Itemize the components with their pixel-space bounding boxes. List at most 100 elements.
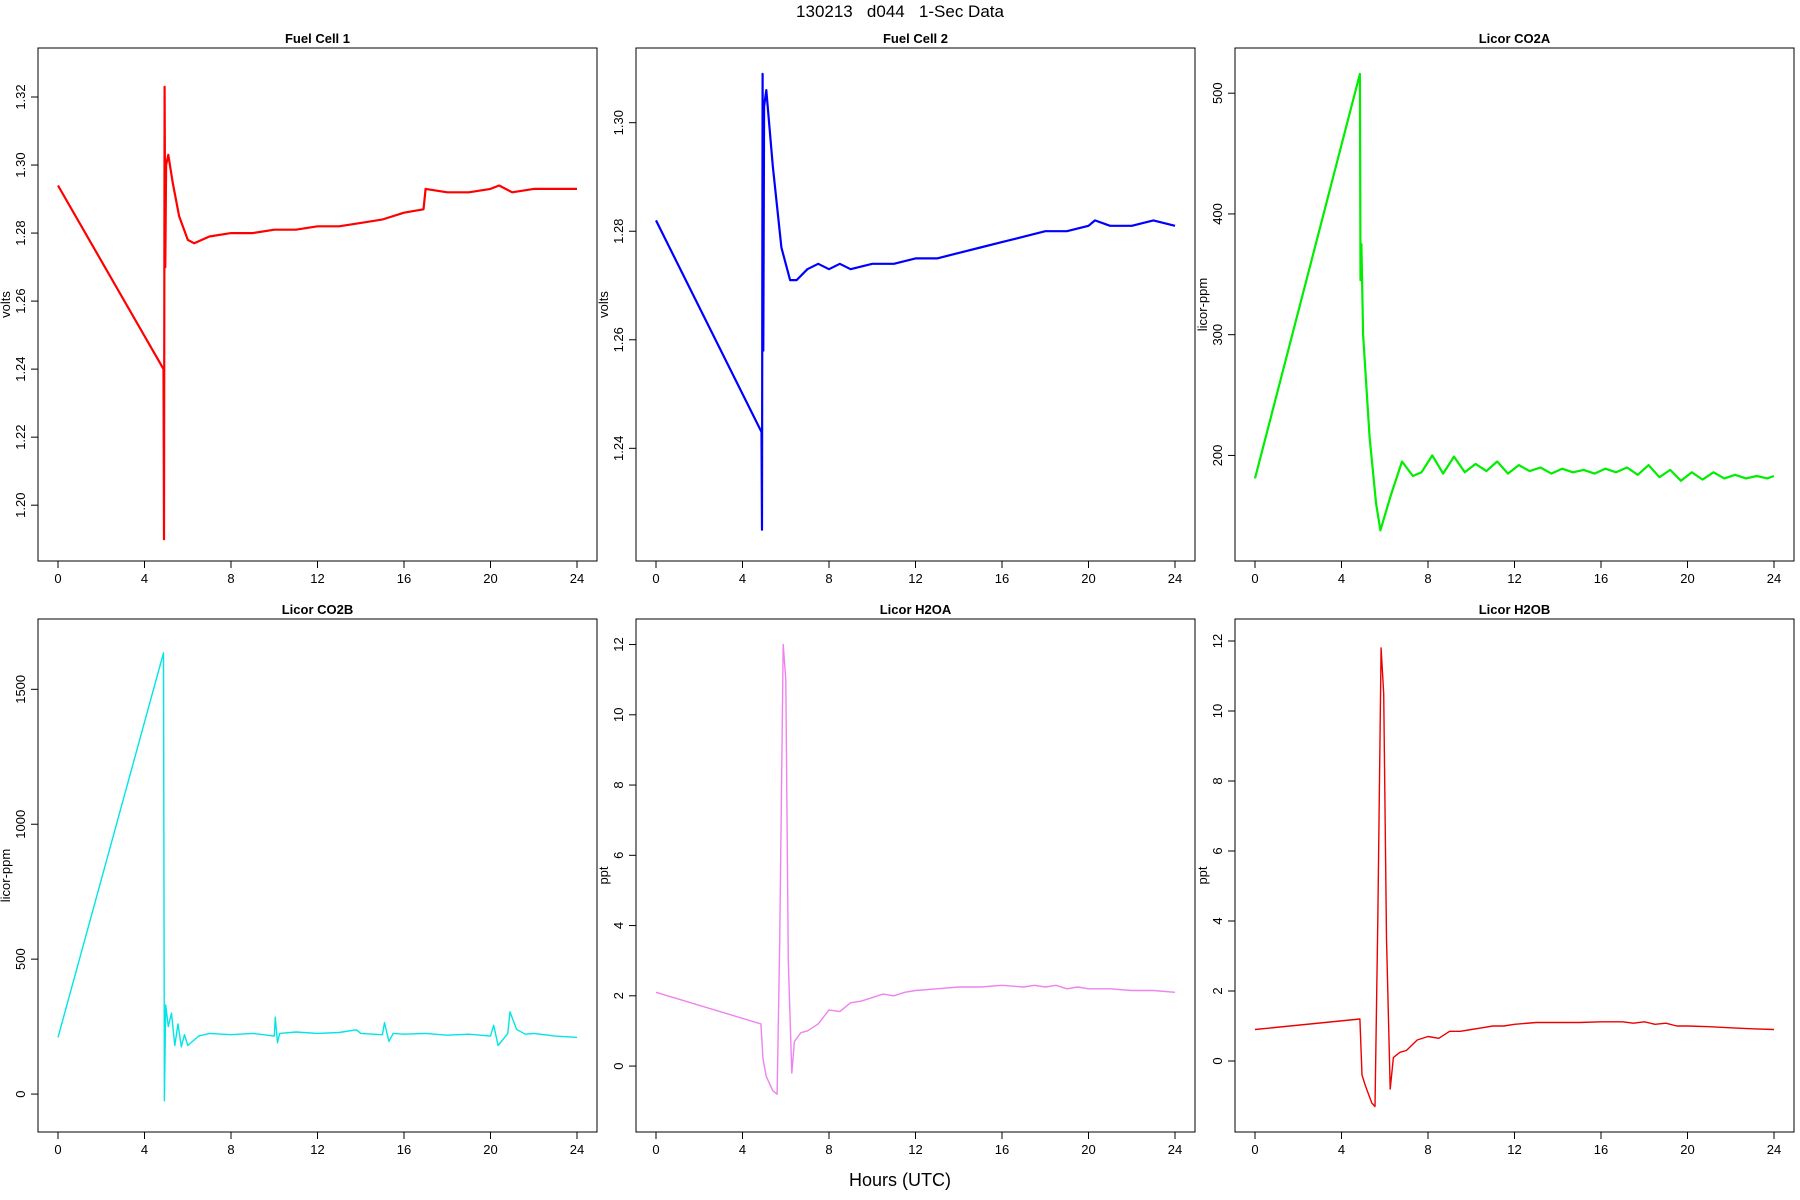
- plot-frame: [37, 47, 598, 562]
- x-tick-label: 20: [1081, 571, 1095, 586]
- chart-panel: Licor CO2B 0 4 8 12 16 20 24 0 500 1000 1500 licor-p…: [0, 602, 598, 1157]
- y-axis-label: volts: [0, 291, 13, 318]
- y-tick-label: 6: [611, 852, 626, 859]
- x-tick-label: 12: [1507, 571, 1521, 586]
- x-tick-label: 16: [397, 1142, 411, 1157]
- y-tick-label: 1.22: [13, 424, 28, 449]
- x-tick-label: 12: [310, 1142, 324, 1157]
- plot-frame: [37, 618, 598, 1133]
- x-tick-label: 8: [825, 571, 832, 586]
- x-tick-label: 0: [1251, 1142, 1258, 1157]
- x-tick-label: 16: [397, 571, 411, 586]
- x-tick-label: 24: [1168, 571, 1182, 586]
- y-tick-label: 500: [1210, 82, 1225, 104]
- y-tick-label: 0: [13, 1090, 28, 1097]
- y-axis-label: ppt: [1195, 866, 1210, 884]
- x-tick-label: 4: [141, 571, 148, 586]
- series-line: [1254, 647, 1775, 1108]
- y-tick-label: 1.28: [611, 219, 626, 244]
- chart-panel: Fuel Cell 1 0 4 8 12 16 20 24 1.20 1.22 1.24 1.26 1.…: [0, 31, 598, 586]
- x-tick-label: 16: [995, 1142, 1009, 1157]
- y-tick-label: 2: [611, 992, 626, 999]
- y-tick-label: 1.30: [611, 110, 626, 135]
- y-tick-label: 1500: [13, 675, 28, 704]
- y-tick-label: 0: [611, 1062, 626, 1069]
- x-tick-label: 0: [54, 571, 61, 586]
- y-tick-label: 1.28: [13, 220, 28, 245]
- x-tick-label: 20: [483, 571, 497, 586]
- series-line: [655, 643, 1176, 1095]
- y-tick-label: 400: [1210, 203, 1225, 225]
- x-tick-label: 8: [227, 571, 234, 586]
- chart-title: Fuel Cell 1: [285, 31, 350, 46]
- x-tick-label: 0: [652, 1142, 659, 1157]
- x-tick-label: 4: [1338, 1142, 1345, 1157]
- y-axis-label: licor-ppm: [0, 849, 13, 902]
- x-tick-label: 16: [1594, 571, 1608, 586]
- y-tick-label: 12: [611, 637, 626, 651]
- y-tick-label: 10: [1210, 704, 1225, 718]
- x-tick-label: 16: [1594, 1142, 1608, 1157]
- series-line: [655, 72, 1176, 531]
- series-line: [57, 85, 577, 541]
- x-tick-label: 8: [227, 1142, 234, 1157]
- x-tick-label: 4: [739, 571, 746, 586]
- x-tick-label: 12: [310, 571, 324, 586]
- plot-frame: [1234, 618, 1795, 1133]
- y-tick-label: 2: [1210, 987, 1225, 994]
- x-tick-label: 8: [1424, 571, 1431, 586]
- plot-frame: [635, 618, 1196, 1133]
- y-axis-label: licor-ppm: [1195, 278, 1210, 331]
- y-tick-label: 8: [611, 781, 626, 788]
- x-tick-label: 4: [739, 1142, 746, 1157]
- x-tick-label: 24: [570, 1142, 584, 1157]
- y-axis-label: volts: [596, 291, 611, 318]
- x-tick-label: 8: [825, 1142, 832, 1157]
- x-axis-label: Hours (UTC): [849, 1170, 951, 1190]
- chart-title: Licor H2OA: [880, 602, 952, 617]
- series-line: [57, 652, 578, 1102]
- y-tick-label: 1.32: [13, 84, 28, 109]
- y-tick-label: 8: [1210, 777, 1225, 784]
- y-tick-label: 1.30: [13, 152, 28, 177]
- y-tick-label: 1.26: [13, 288, 28, 313]
- x-tick-label: 0: [652, 571, 659, 586]
- plot-frame: [1234, 47, 1795, 562]
- x-tick-label: 12: [1507, 1142, 1521, 1157]
- y-tick-label: 500: [13, 948, 28, 970]
- x-tick-label: 24: [1767, 571, 1781, 586]
- x-tick-label: 24: [1767, 1142, 1781, 1157]
- series-line: [1253, 72, 1775, 532]
- x-tick-label: 20: [1081, 1142, 1095, 1157]
- y-axis-label: ppt: [596, 866, 611, 884]
- chart-title: Licor H2OB: [1479, 602, 1551, 617]
- figure-title: 130213 d044 1-Sec Data: [796, 2, 1004, 21]
- x-tick-label: 24: [1168, 1142, 1182, 1157]
- y-tick-label: 6: [1210, 847, 1225, 854]
- x-tick-label: 16: [995, 571, 1009, 586]
- x-tick-label: 20: [1680, 1142, 1694, 1157]
- chart-title: Fuel Cell 2: [883, 31, 948, 46]
- y-tick-label: 200: [1210, 445, 1225, 467]
- y-tick-label: 1.24: [13, 356, 28, 381]
- x-tick-label: 12: [908, 571, 922, 586]
- x-tick-label: 0: [54, 1142, 61, 1157]
- x-tick-label: 8: [1424, 1142, 1431, 1157]
- y-tick-label: 1.26: [611, 327, 626, 352]
- x-tick-label: 24: [570, 571, 584, 586]
- x-tick-label: 20: [483, 1142, 497, 1157]
- chart-panel: Licor CO2A 0 4 8 12 16 20 24 200 300 400 500 licor-p…: [1195, 31, 1795, 586]
- x-tick-label: 4: [1338, 571, 1345, 586]
- x-tick-label: 20: [1680, 571, 1694, 586]
- y-tick-label: 12: [1210, 634, 1225, 648]
- y-tick-label: 10: [611, 708, 626, 722]
- plot-frame: [635, 47, 1196, 562]
- y-tick-label: 4: [611, 922, 626, 929]
- y-tick-label: 4: [1210, 917, 1225, 924]
- x-tick-label: 4: [141, 1142, 148, 1157]
- y-tick-label: 1.20: [13, 493, 28, 518]
- chart-title: Licor CO2B: [282, 602, 354, 617]
- y-tick-label: 300: [1210, 324, 1225, 346]
